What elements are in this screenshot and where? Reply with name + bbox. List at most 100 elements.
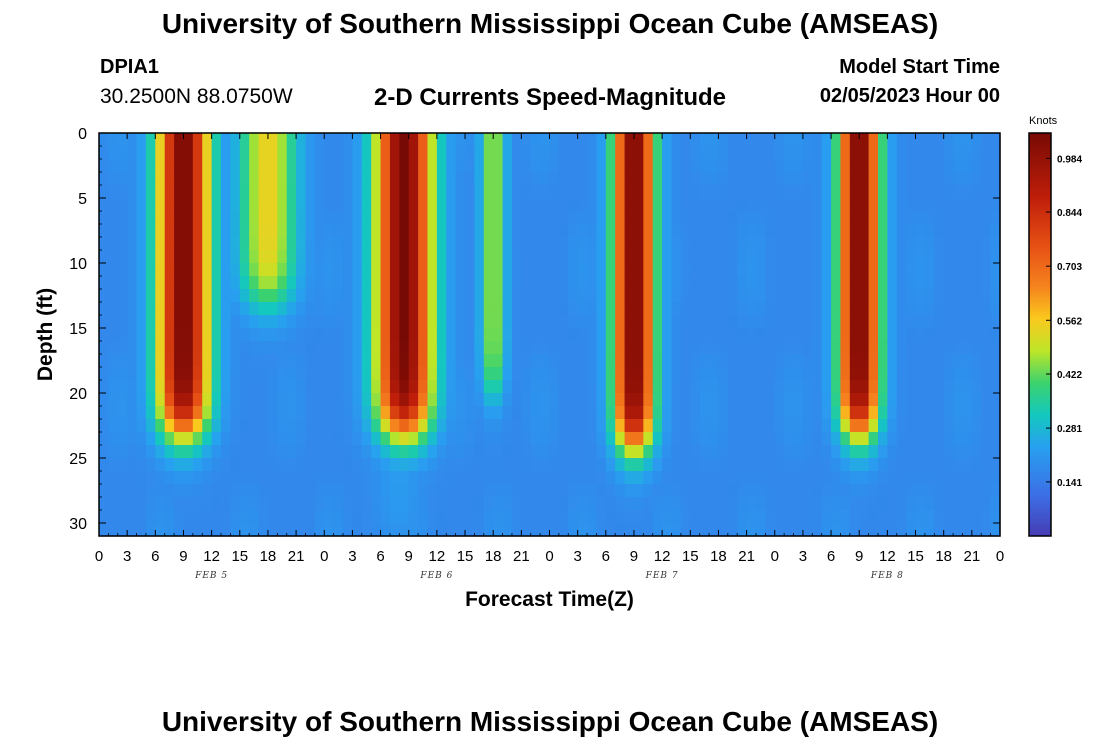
heatmap-cell xyxy=(286,393,297,407)
heatmap-cell xyxy=(502,354,513,368)
heatmap-cell xyxy=(943,484,954,498)
heatmap-cell xyxy=(690,159,701,173)
heatmap-cell xyxy=(99,315,109,329)
heatmap-cell xyxy=(230,354,241,368)
heatmap-cell xyxy=(202,276,213,290)
heatmap-cell xyxy=(690,380,701,394)
heatmap-cell xyxy=(727,315,738,329)
heatmap-cell xyxy=(643,458,654,472)
heatmap-cell xyxy=(981,185,992,199)
heatmap-cell xyxy=(737,445,748,459)
heatmap-cell xyxy=(840,172,851,186)
heatmap-cell xyxy=(117,302,128,316)
heatmap-cell xyxy=(305,198,316,212)
heatmap-cell xyxy=(990,224,1001,238)
heatmap-cell xyxy=(530,302,541,316)
heatmap-cell xyxy=(389,419,400,433)
heatmap-cell xyxy=(296,185,307,199)
heatmap-cell xyxy=(699,510,710,524)
heatmap-cell xyxy=(812,497,823,511)
heatmap-cell xyxy=(624,497,635,511)
heatmap-cell xyxy=(680,159,691,173)
heatmap-cell xyxy=(615,237,626,251)
heatmap-cell xyxy=(971,185,982,199)
heatmap-cell xyxy=(296,354,307,368)
heatmap-cell xyxy=(136,302,147,316)
heatmap-cell xyxy=(249,367,260,381)
heatmap-cell xyxy=(352,393,363,407)
x-tick-label: 0 xyxy=(771,548,779,565)
heatmap-cell xyxy=(774,484,785,498)
heatmap-cell xyxy=(371,367,382,381)
heatmap-cell xyxy=(709,263,720,277)
heatmap-cell xyxy=(793,393,804,407)
heatmap-cell xyxy=(474,510,485,524)
station-id: DPIA1 xyxy=(100,56,159,78)
heatmap-cell xyxy=(314,289,325,303)
heatmap-cell xyxy=(155,419,166,433)
heatmap-cell xyxy=(981,432,992,446)
heatmap-cell xyxy=(361,510,372,524)
heatmap-cell xyxy=(164,432,175,446)
heatmap-cell xyxy=(615,250,626,264)
heatmap-cell xyxy=(399,497,410,511)
heatmap-cell xyxy=(521,393,532,407)
heatmap-cell xyxy=(831,380,842,394)
heatmap-cell xyxy=(765,523,776,537)
heatmap-cell xyxy=(230,432,241,446)
heatmap-cell xyxy=(418,263,429,277)
heatmap-cell xyxy=(568,354,579,368)
heatmap-cell xyxy=(389,510,400,524)
heatmap-cell xyxy=(849,276,860,290)
heatmap-cell xyxy=(596,289,607,303)
heatmap-cell xyxy=(183,198,194,212)
heatmap-cell xyxy=(662,250,673,264)
heatmap-cell xyxy=(849,133,860,147)
heatmap-cell xyxy=(690,354,701,368)
heatmap-cell xyxy=(896,354,907,368)
heatmap-cell xyxy=(221,302,231,316)
heatmap-cell xyxy=(164,172,175,186)
heatmap-cell xyxy=(371,302,382,316)
heatmap-cell xyxy=(99,159,109,173)
heatmap-cell xyxy=(877,445,888,459)
heatmap-cell xyxy=(446,471,457,485)
heatmap-cell xyxy=(812,211,823,225)
heatmap-cell xyxy=(258,237,269,251)
heatmap-cell xyxy=(117,250,128,264)
heatmap-cell xyxy=(821,367,832,381)
heatmap-cell xyxy=(277,328,288,342)
heatmap-cell xyxy=(737,367,748,381)
heatmap-cell xyxy=(108,328,119,342)
heatmap-cell xyxy=(314,458,325,472)
heatmap-cell xyxy=(680,380,691,394)
heatmap-cell xyxy=(831,367,842,381)
heatmap-cell xyxy=(436,497,447,511)
heatmap-cell xyxy=(849,484,860,498)
heatmap-cell xyxy=(258,159,269,173)
heatmap-cell xyxy=(211,211,222,225)
heatmap-cell xyxy=(99,237,109,251)
heatmap-cell xyxy=(906,432,917,446)
heatmap-cell xyxy=(117,133,128,147)
heatmap-cell xyxy=(765,224,776,238)
heatmap-cell xyxy=(568,276,579,290)
heatmap-cell xyxy=(953,237,964,251)
heatmap-cell xyxy=(408,328,419,342)
heatmap-cell xyxy=(671,406,682,420)
heatmap-cell xyxy=(277,367,288,381)
heatmap-cell xyxy=(99,484,109,498)
heatmap-cell xyxy=(718,380,729,394)
heatmap-cell xyxy=(924,224,935,238)
heatmap-cell xyxy=(596,497,607,511)
heatmap-cell xyxy=(605,471,616,485)
heatmap-cell xyxy=(765,445,776,459)
heatmap-cell xyxy=(831,159,842,173)
heatmap-cell xyxy=(324,172,335,186)
heatmap-cell xyxy=(446,393,457,407)
heatmap-cell xyxy=(887,224,898,238)
heatmap-cell xyxy=(108,510,119,524)
heatmap-cell xyxy=(784,185,795,199)
heatmap-cell xyxy=(174,471,185,485)
